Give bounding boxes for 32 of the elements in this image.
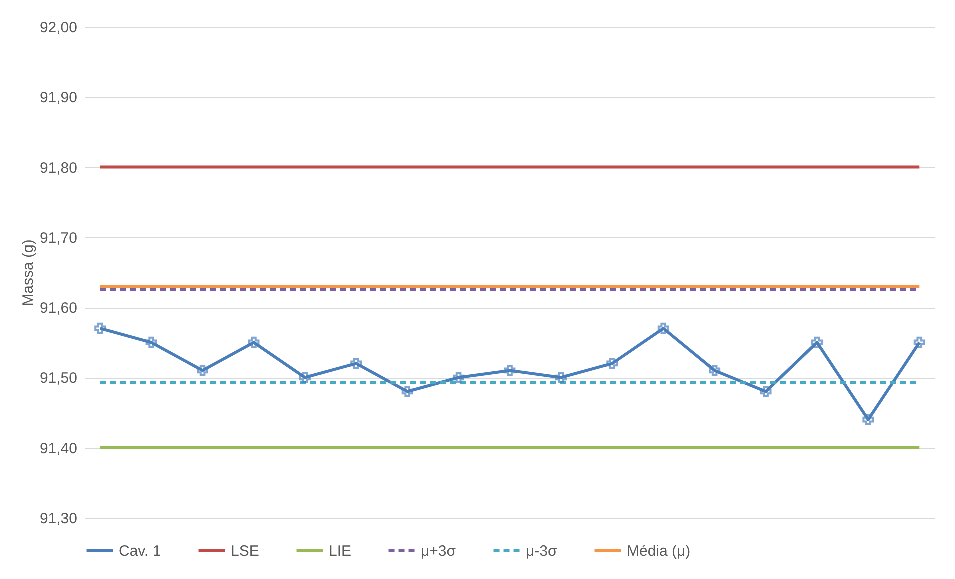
y-tick-label: 91,30 (40, 510, 78, 528)
legend-label: LSE (231, 543, 260, 560)
legend-label: μ-3σ (526, 543, 558, 560)
point (94, 322, 106, 334)
legend-label: LIE (329, 543, 352, 560)
legend-label: Cav. 1 (119, 543, 162, 560)
point (299, 372, 311, 384)
y-tick-label: 91,60 (40, 300, 78, 318)
y-tick-label: 91,80 (40, 160, 78, 177)
y-tick-label: 91,70 (40, 230, 78, 247)
point (146, 336, 158, 348)
y-axis-title: Massa (g) (20, 240, 37, 306)
point (350, 358, 362, 370)
point (760, 386, 772, 398)
point (658, 322, 670, 334)
point (555, 372, 567, 384)
point (248, 336, 260, 348)
point (504, 364, 516, 376)
y-tick-label: 92,00 (40, 20, 78, 36)
point (453, 372, 465, 384)
point (606, 358, 618, 370)
legend-label: Média (μ) (627, 543, 691, 560)
point (197, 364, 209, 376)
point (862, 414, 874, 426)
y-tick-label: 91,40 (40, 440, 78, 458)
legend-label: μ+3σ (421, 543, 457, 560)
point (811, 336, 823, 348)
y-tick-label: 91,90 (40, 90, 78, 107)
y-tick-label: 91,50 (40, 370, 78, 388)
point (402, 386, 414, 398)
point (914, 336, 926, 348)
point (709, 364, 721, 376)
